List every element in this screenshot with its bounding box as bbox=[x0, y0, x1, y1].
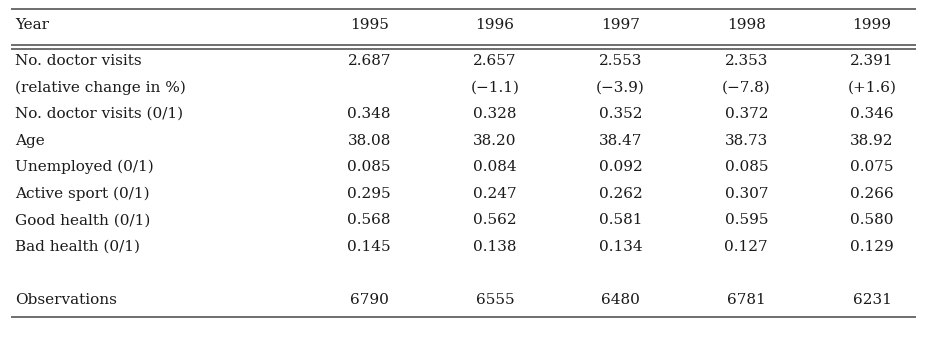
Text: 0.085: 0.085 bbox=[725, 160, 768, 174]
Text: 0.134: 0.134 bbox=[599, 240, 642, 254]
Text: Observations: Observations bbox=[15, 293, 117, 307]
Text: 6790: 6790 bbox=[349, 293, 388, 307]
Text: 1996: 1996 bbox=[476, 18, 514, 32]
Text: 0.262: 0.262 bbox=[599, 187, 642, 201]
Text: 0.346: 0.346 bbox=[850, 107, 894, 121]
Text: 0.568: 0.568 bbox=[348, 213, 391, 227]
Text: 0.127: 0.127 bbox=[725, 240, 768, 254]
Text: Active sport (0/1): Active sport (0/1) bbox=[15, 186, 150, 201]
Text: 2.353: 2.353 bbox=[725, 54, 768, 68]
Text: (relative change in %): (relative change in %) bbox=[15, 80, 186, 95]
Text: No. doctor visits: No. doctor visits bbox=[15, 54, 142, 68]
Text: 0.247: 0.247 bbox=[473, 187, 516, 201]
Text: Bad health (0/1): Bad health (0/1) bbox=[15, 240, 140, 254]
Text: 0.580: 0.580 bbox=[850, 213, 894, 227]
Text: 0.145: 0.145 bbox=[348, 240, 391, 254]
Text: 6231: 6231 bbox=[853, 293, 892, 307]
Text: 6480: 6480 bbox=[602, 293, 640, 307]
Text: 2.687: 2.687 bbox=[348, 54, 391, 68]
Text: Age: Age bbox=[15, 134, 45, 148]
Text: 0.562: 0.562 bbox=[473, 213, 516, 227]
Text: 6781: 6781 bbox=[727, 293, 766, 307]
Text: 0.075: 0.075 bbox=[850, 160, 894, 174]
Text: (−3.9): (−3.9) bbox=[596, 80, 645, 94]
Text: 0.307: 0.307 bbox=[725, 187, 768, 201]
Text: Good health (0/1): Good health (0/1) bbox=[15, 213, 150, 227]
Text: 0.295: 0.295 bbox=[348, 187, 391, 201]
Text: 0.266: 0.266 bbox=[850, 187, 894, 201]
Text: (−1.1): (−1.1) bbox=[470, 80, 519, 94]
Text: 0.084: 0.084 bbox=[473, 160, 516, 174]
Text: 38.20: 38.20 bbox=[473, 134, 516, 148]
Text: 0.581: 0.581 bbox=[599, 213, 642, 227]
Text: 6555: 6555 bbox=[476, 293, 514, 307]
Text: 0.352: 0.352 bbox=[599, 107, 642, 121]
Text: 0.372: 0.372 bbox=[725, 107, 768, 121]
Text: (−7.8): (−7.8) bbox=[722, 80, 770, 94]
Text: 38.47: 38.47 bbox=[599, 134, 642, 148]
Text: 0.085: 0.085 bbox=[348, 160, 391, 174]
Text: 1997: 1997 bbox=[602, 18, 640, 32]
Text: No. doctor visits (0/1): No. doctor visits (0/1) bbox=[15, 107, 184, 121]
Text: 2.553: 2.553 bbox=[599, 54, 642, 68]
Text: Year: Year bbox=[15, 18, 49, 32]
Text: 1995: 1995 bbox=[349, 18, 388, 32]
Text: 2.391: 2.391 bbox=[850, 54, 894, 68]
Text: (+1.6): (+1.6) bbox=[847, 80, 896, 94]
Text: 0.138: 0.138 bbox=[473, 240, 516, 254]
Text: 1999: 1999 bbox=[853, 18, 892, 32]
Text: 0.129: 0.129 bbox=[850, 240, 894, 254]
Text: 0.092: 0.092 bbox=[599, 160, 642, 174]
Text: 2.657: 2.657 bbox=[473, 54, 516, 68]
Text: 0.348: 0.348 bbox=[348, 107, 391, 121]
Text: 1998: 1998 bbox=[727, 18, 766, 32]
Text: 38.08: 38.08 bbox=[348, 134, 391, 148]
Text: 0.595: 0.595 bbox=[725, 213, 768, 227]
Text: Unemployed (0/1): Unemployed (0/1) bbox=[15, 160, 154, 174]
Text: 0.328: 0.328 bbox=[473, 107, 516, 121]
Text: 38.92: 38.92 bbox=[850, 134, 894, 148]
Text: 38.73: 38.73 bbox=[725, 134, 768, 148]
